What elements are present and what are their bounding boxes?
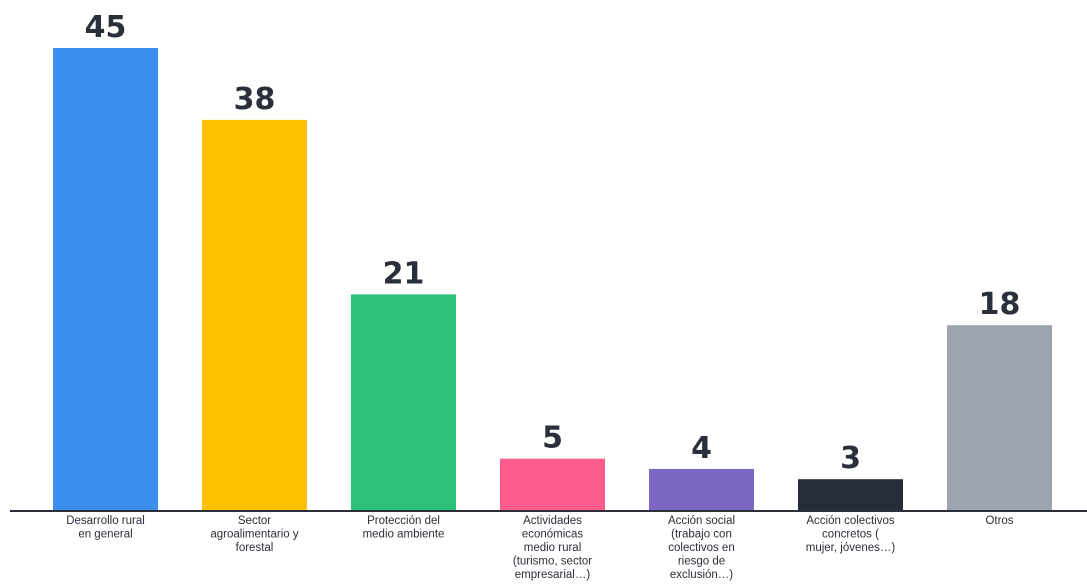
category-label-5-line-1: concretos ( [822, 529, 879, 541]
category-label-4-line-3: riesgo de [678, 556, 725, 568]
category-label-2-line-0: Protección del [367, 515, 440, 527]
category-label-4: Acción social (trabajo con colectivos en ri… [668, 515, 735, 581]
bar-4 [649, 468, 754, 510]
category-label-1-line-1: agroalimentario y [210, 529, 298, 541]
bars-group [53, 48, 1052, 510]
value-labels-group: 45 38 21 5 4 3 18 [85, 10, 1021, 476]
category-label-0-line-0: Desarrollo rural [66, 515, 145, 527]
category-label-3-line-2: medio rural [524, 542, 582, 554]
value-label-1: 38 [234, 82, 276, 117]
bar-5 [798, 479, 903, 510]
category-label-4-line-0: Acción social [668, 515, 735, 527]
category-label-3-line-4: empresarial…) [515, 569, 591, 581]
category-label-5-line-2: mujer, jóvenes…) [806, 542, 896, 554]
category-label-4-line-1: (trabajo con [671, 529, 732, 541]
category-label-0: Desarrollo rural en general [66, 515, 145, 541]
value-label-3: 5 [542, 421, 563, 456]
category-label-3-line-0: Actividades [523, 515, 582, 527]
value-label-6: 18 [979, 287, 1021, 322]
category-label-1: Sector agroalimentario y forestal [210, 515, 298, 554]
value-label-2: 21 [383, 256, 425, 291]
bar-1 [202, 119, 307, 510]
category-label-1-line-0: Sector [238, 515, 271, 527]
category-label-5-line-0: Acción colectivos [806, 515, 894, 527]
category-label-2-line-1: medio ambiente [363, 529, 445, 541]
bar-2 [351, 294, 456, 510]
category-label-3-line-3: (turismo, sector [513, 556, 592, 568]
value-label-5: 3 [840, 441, 861, 476]
bar-6 [947, 325, 1052, 510]
category-label-6: Otros [985, 515, 1013, 527]
value-label-4: 4 [691, 431, 712, 466]
category-label-3: Actividades económicas medio rural (turismo… [513, 515, 592, 581]
category-label-0-line-1: en general [78, 529, 132, 541]
category-label-5: Acción colectivos concretos (mujer, jóven… [806, 515, 896, 554]
bar-3 [500, 458, 605, 510]
category-label-6-line-0: Otros [985, 515, 1013, 527]
category-label-4-line-2: colectivos en [668, 542, 734, 554]
value-label-0: 45 [85, 10, 127, 45]
category-labels-group: Desarrollo rural en general Sector agroalim… [66, 515, 1014, 581]
bar-0 [53, 48, 158, 510]
category-label-3-line-1: económicas [522, 529, 584, 541]
category-label-4-line-4: exclusión…) [670, 569, 733, 581]
category-label-2: Protección del medio ambiente [363, 515, 445, 541]
category-label-1-line-2: forestal [236, 542, 274, 554]
